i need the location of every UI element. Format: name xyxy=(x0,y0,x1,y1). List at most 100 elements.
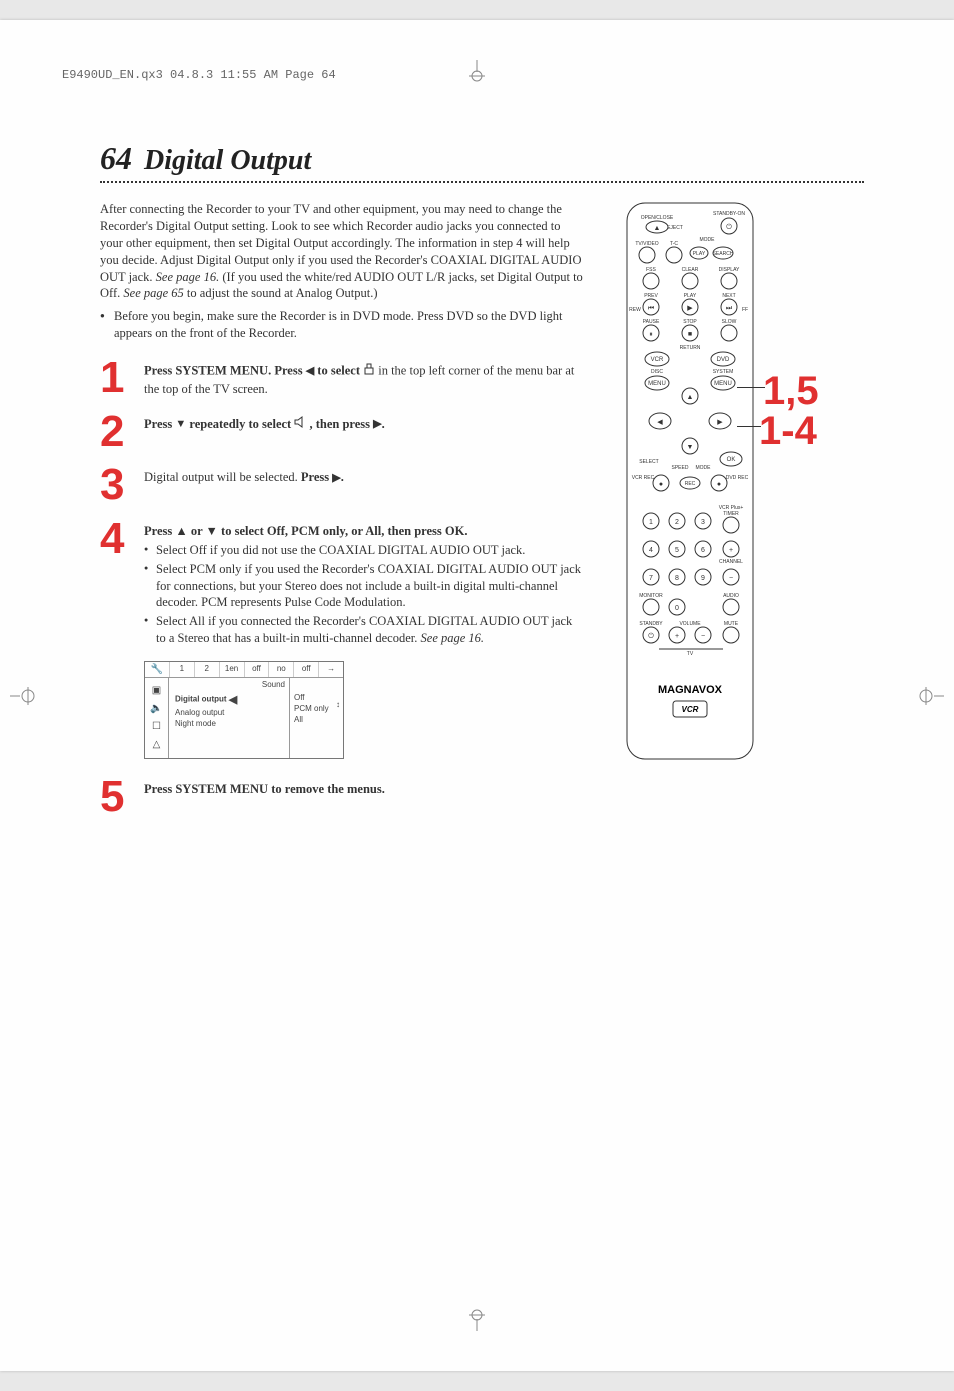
crop-mark-top xyxy=(457,60,497,82)
intro-text3: to adjust the sound at Analog Output.) xyxy=(187,286,378,300)
svg-text:AUDIO: AUDIO xyxy=(723,593,739,599)
callout-line-2 xyxy=(737,426,761,427)
svg-text:5: 5 xyxy=(675,547,679,554)
s3bold: Press xyxy=(301,470,332,484)
svg-text:1: 1 xyxy=(649,519,653,526)
dvdrec-label: DVD REC xyxy=(726,475,749,481)
page-header-meta: E9490UD_EN.qx3 04.8.3 11:55 AM Page 64 xyxy=(62,68,336,82)
language-icon: ☐ xyxy=(145,718,168,736)
step-body: Press ▼ repeatedly to select , then pres… xyxy=(144,412,385,452)
svg-text:●: ● xyxy=(717,481,721,488)
s2b4: . xyxy=(382,417,385,431)
s3text: Digital output will be selected. xyxy=(144,470,301,484)
right-arrow-icon: ▶ xyxy=(373,417,381,432)
osd-menu-diagram: 🔧 1 2 1en off no off → ▣ 🔈 ☐ xyxy=(144,661,344,759)
svg-text:8: 8 xyxy=(675,575,679,582)
svg-text:VOLUME: VOLUME xyxy=(679,621,701,627)
step-body: Digital output will be selected. Press ▶… xyxy=(144,465,344,505)
svg-text:STANDBY: STANDBY xyxy=(639,621,663,627)
menu-val-0: Off xyxy=(294,692,339,703)
svg-text:●: ● xyxy=(659,481,663,488)
page-content: 64 Digital Output After connecting the R… xyxy=(100,140,864,831)
svg-text:▲: ▲ xyxy=(654,225,661,232)
svg-text:4: 4 xyxy=(649,547,653,554)
menu-item-2: Night mode xyxy=(175,718,283,729)
svg-text:−: − xyxy=(729,575,733,582)
svg-text:◀: ◀ xyxy=(657,419,663,426)
menu-item-digital: Digital output ◀ xyxy=(175,692,283,707)
left-arrow-icon: ◀ xyxy=(229,693,237,706)
manual-page: E9490UD_EN.qx3 04.8.3 11:55 AM Page 64 6… xyxy=(0,20,954,1371)
left-column: After connecting the Recorder to your TV… xyxy=(100,201,585,831)
step4-bullets: Select Off if you did not use the COAXIA… xyxy=(144,542,585,647)
step1-bold1: Press SYSTEM MENU. Press xyxy=(144,363,306,377)
svg-text:MENU: MENU xyxy=(648,381,666,387)
svg-text:MONITOR: MONITOR xyxy=(639,593,663,599)
toolbox-icon xyxy=(363,362,375,381)
menu-val-1: PCM only xyxy=(294,703,339,714)
tc-label: T-C xyxy=(670,241,678,247)
menu-top-1: 1 xyxy=(170,662,195,677)
step-number: 2 xyxy=(100,412,132,452)
step-1: 1 Press SYSTEM MENU. Press ◀ to select i… xyxy=(100,358,585,398)
svg-text:+: + xyxy=(675,633,679,640)
svg-text:3: 3 xyxy=(701,519,705,526)
step-body: Press SYSTEM MENU to remove the menus. xyxy=(144,777,385,817)
menu-top-3: 1en xyxy=(220,662,245,677)
s4-b3: Select All if you connected the Recorder… xyxy=(144,613,585,647)
crop-mark-right xyxy=(916,681,944,711)
left-arrow-icon: ◀ xyxy=(306,364,314,379)
slow-label: SLOW xyxy=(722,319,737,325)
menu-updown-icon: ↕ xyxy=(336,700,340,709)
menu-values: Off PCM only All ↕ xyxy=(289,678,343,758)
menu-val-2: All xyxy=(294,714,339,725)
fss-label: FSS xyxy=(646,267,656,273)
svg-text:CHANNEL: CHANNEL xyxy=(719,559,743,565)
disc-label: DISC xyxy=(651,369,663,375)
svg-text:⏮: ⏮ xyxy=(648,305,654,312)
svg-text:▶: ▶ xyxy=(717,419,723,426)
svg-text:7: 7 xyxy=(649,575,653,582)
menu-item-0: Digital output xyxy=(175,695,227,704)
menu-top-5: no xyxy=(269,662,294,677)
crop-mark-left xyxy=(10,681,38,711)
step-number: 1 xyxy=(100,358,132,398)
menu-top-arrow: → xyxy=(319,662,343,677)
menu-top-4: off xyxy=(245,662,270,677)
rew-label: REW xyxy=(629,307,641,313)
svg-text:MUTE: MUTE xyxy=(724,621,739,627)
dotted-rule xyxy=(100,181,864,183)
svg-text:SEARCH: SEARCH xyxy=(713,251,734,257)
s2b3: , then press xyxy=(309,417,373,431)
menu-body: ▣ 🔈 ☐ △ Sound Digital output ◀ Analog ou… xyxy=(145,678,343,758)
menu-top-icon: 🔧 xyxy=(145,662,170,677)
s5bold: Press SYSTEM MENU to remove the menus. xyxy=(144,782,385,796)
title-row: 64 Digital Output xyxy=(100,140,864,177)
intro-ref1: See page 16. xyxy=(156,270,220,284)
svg-text:SPEED: SPEED xyxy=(672,465,689,471)
svg-text:■: ■ xyxy=(688,331,692,338)
page-title: Digital Output xyxy=(144,145,311,177)
svg-text:OK: OK xyxy=(727,457,736,463)
step-number: 3 xyxy=(100,465,132,505)
s4-b2: Select PCM only if you used the Recorder… xyxy=(144,561,585,612)
svg-text:TV: TV xyxy=(687,651,694,657)
s4-b3b: See page 16. xyxy=(421,631,485,645)
step-number: 5 xyxy=(100,777,132,817)
page-number: 64 xyxy=(100,140,132,177)
svg-text:VCR: VCR xyxy=(651,357,664,363)
picture-icon: ▣ xyxy=(145,682,168,700)
s3bold2: . xyxy=(341,470,344,484)
intro-bullets: Before you begin, make sure the Recorder… xyxy=(100,308,585,342)
step-body: Press ▲ or ▼ to select Off, PCM only, or… xyxy=(144,519,585,647)
s2b1: Press xyxy=(144,417,175,431)
svg-text:⏻: ⏻ xyxy=(726,223,732,231)
step-body: Press SYSTEM MENU. Press ◀ to select in … xyxy=(144,358,585,398)
select-label: SELECT xyxy=(639,459,658,465)
menu-top-2: 2 xyxy=(195,662,220,677)
ff-label: FF xyxy=(742,307,748,313)
speaker-icon xyxy=(294,416,306,433)
callout-14: 1-4 xyxy=(759,409,817,454)
remote-control-diagram: .btn{fill:#fff;stroke:#333;stroke-width:… xyxy=(625,201,755,761)
step1-bold2: to select xyxy=(314,363,363,377)
